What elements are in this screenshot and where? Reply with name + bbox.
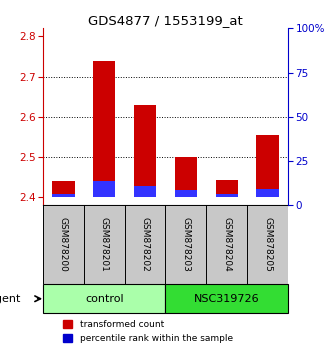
Bar	[215, 194, 238, 197]
Text: agent: agent	[0, 294, 21, 304]
Bar	[175, 157, 197, 197]
Bar	[134, 105, 156, 197]
Legend: transformed count, percentile rank within the sample: transformed count, percentile rank withi…	[60, 316, 236, 346]
Bar	[52, 194, 75, 197]
Text: GSM878201: GSM878201	[100, 217, 109, 272]
Text: GSM878200: GSM878200	[59, 217, 68, 272]
Bar	[256, 135, 279, 197]
Bar	[215, 181, 238, 197]
Text: control: control	[85, 294, 123, 304]
Text: GSM878204: GSM878204	[222, 217, 231, 272]
Bar	[175, 190, 197, 197]
Text: GSM878203: GSM878203	[181, 217, 190, 272]
Bar	[134, 186, 156, 197]
Bar	[256, 189, 279, 197]
Bar	[52, 181, 75, 197]
Bar	[93, 181, 116, 197]
Bar	[166, 284, 288, 314]
Bar	[93, 61, 116, 197]
Title: GDS4877 / 1553199_at: GDS4877 / 1553199_at	[88, 14, 243, 27]
Text: NSC319726: NSC319726	[194, 294, 260, 304]
Bar	[43, 284, 166, 314]
Text: GSM878205: GSM878205	[263, 217, 272, 272]
Text: GSM878202: GSM878202	[141, 217, 150, 272]
